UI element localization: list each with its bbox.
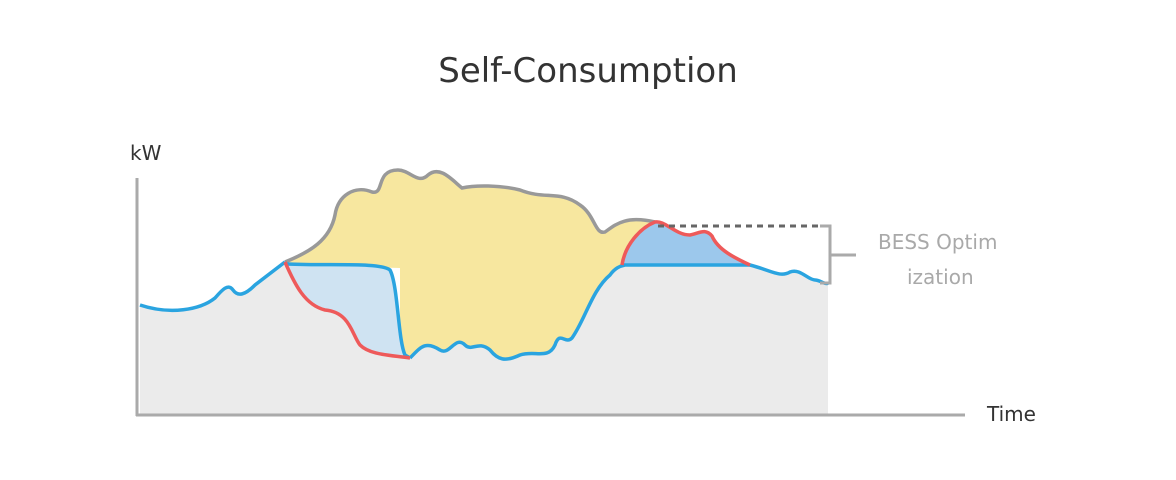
discharge-area bbox=[285, 262, 410, 358]
bracket bbox=[820, 224, 856, 285]
y-axis-label: kW bbox=[130, 141, 162, 165]
peak-area bbox=[622, 221, 750, 265]
annotation-line: ization bbox=[907, 265, 974, 289]
pv-area bbox=[285, 170, 655, 380]
annotation-line: BESS Optim bbox=[878, 230, 997, 254]
title: Self-Consumption bbox=[438, 51, 738, 91]
load-area bbox=[140, 262, 828, 415]
battery-line bbox=[283, 220, 751, 360]
pv-outline bbox=[284, 168, 656, 264]
x-axis-label: Time bbox=[986, 402, 1036, 426]
